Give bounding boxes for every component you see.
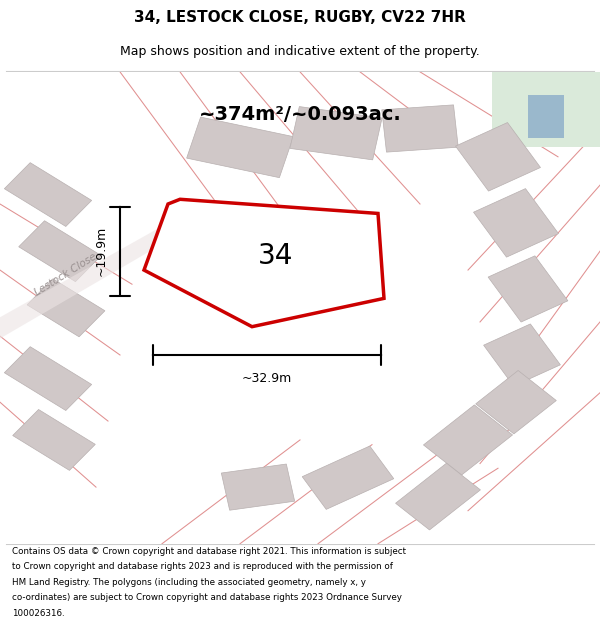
Bar — [221, 464, 295, 510]
Bar — [488, 256, 568, 322]
Bar — [382, 105, 458, 152]
Text: co-ordinates) are subject to Crown copyright and database rights 2023 Ordnance S: co-ordinates) are subject to Crown copyr… — [12, 593, 402, 602]
Bar — [302, 446, 394, 509]
Bar — [187, 117, 293, 178]
Text: Map shows position and indicative extent of the property.: Map shows position and indicative extent… — [120, 45, 480, 58]
Bar — [476, 371, 556, 434]
Text: Contains OS data © Crown copyright and database right 2021. This information is : Contains OS data © Crown copyright and d… — [12, 547, 406, 556]
Bar — [473, 189, 559, 257]
Text: ~374m²/~0.093ac.: ~374m²/~0.093ac. — [199, 105, 401, 124]
Text: 34: 34 — [259, 242, 293, 270]
Text: Lestock Close: Lestock Close — [33, 252, 99, 298]
Bar — [13, 409, 95, 471]
Bar — [455, 122, 541, 191]
Bar — [484, 324, 560, 386]
Polygon shape — [0, 223, 168, 346]
Text: 100026316.: 100026316. — [12, 609, 65, 618]
Text: ~19.9m: ~19.9m — [95, 226, 108, 276]
Text: to Crown copyright and database rights 2023 and is reproduced with the permissio: to Crown copyright and database rights 2… — [12, 562, 393, 571]
Bar — [528, 96, 564, 138]
Polygon shape — [144, 199, 384, 327]
Bar — [492, 72, 600, 148]
Bar — [424, 405, 512, 475]
Bar — [19, 221, 101, 282]
Text: 34, LESTOCK CLOSE, RUGBY, CV22 7HR: 34, LESTOCK CLOSE, RUGBY, CV22 7HR — [134, 11, 466, 26]
Bar — [27, 279, 105, 337]
Bar — [395, 463, 481, 530]
Bar — [290, 107, 382, 160]
Bar — [4, 162, 92, 226]
Bar — [4, 347, 92, 411]
Text: ~32.9m: ~32.9m — [242, 371, 292, 384]
Text: HM Land Registry. The polygons (including the associated geometry, namely x, y: HM Land Registry. The polygons (includin… — [12, 578, 366, 587]
